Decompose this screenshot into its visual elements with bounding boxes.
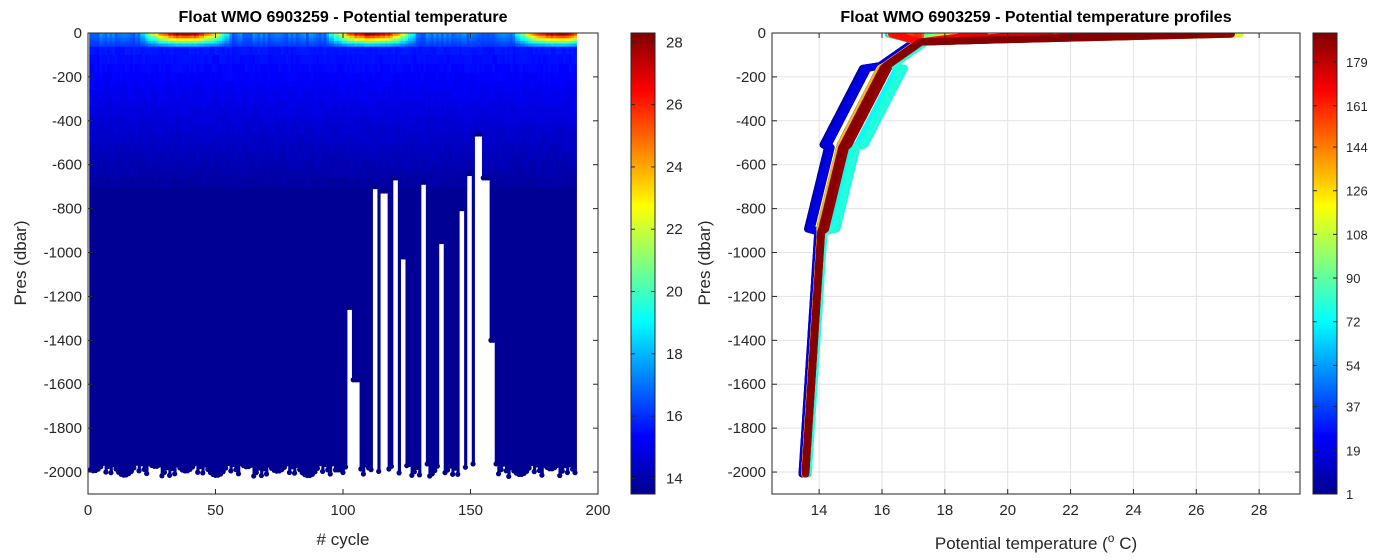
- left-y-tick-label: -1400: [44, 332, 82, 349]
- left-x-tick-label: 0: [84, 502, 92, 519]
- left-colorbar-tick-label: 14: [666, 470, 683, 487]
- left-panel: Float WMO 6903259 - Potential temperatur…: [11, 9, 683, 549]
- left-colorbar-tick-label: 26: [666, 97, 683, 114]
- left-y-tick-label: -400: [52, 113, 82, 130]
- right-x-tick-label: 28: [1251, 502, 1268, 519]
- right-y-tick-label: -1600: [728, 376, 766, 393]
- left-y-tick-label: -1200: [44, 288, 82, 305]
- right-y-tick-label: -1400: [728, 332, 766, 349]
- left-colorbar-ticks: 14 16 18 20 22 24 26 28: [631, 34, 683, 487]
- right-y-tick-label: -600: [736, 157, 766, 174]
- right-colorbar-tick-label: 1: [1346, 487, 1353, 502]
- left-y-tick-label: -800: [52, 201, 82, 218]
- right-y-tick-label: -1000: [728, 245, 766, 262]
- right-colorbar-tick-label: 144: [1346, 140, 1368, 155]
- left-chart-title: Float WMO 6903259 - Potential temperatur…: [179, 9, 508, 26]
- right-x-tick-label: 22: [1062, 502, 1079, 519]
- right-x-tick-label: 14: [811, 502, 828, 519]
- left-x-ticks: 0 50 100 150 200: [84, 33, 611, 519]
- left-colorbar-tick-label: 18: [666, 346, 683, 363]
- left-y-tick-label: -1000: [44, 245, 82, 262]
- left-y-tick-label: -2000: [44, 464, 82, 481]
- left-colorbar: [630, 32, 656, 495]
- left-x-tick-label: 100: [330, 502, 355, 519]
- right-axes-box: [771, 32, 1301, 495]
- right-x-tick-label: 18: [937, 502, 954, 519]
- right-colorbar-tick-label: 72: [1346, 315, 1360, 330]
- right-y-ticks: 0 -200 -400 -600 -800 -1000 -1200 -1400 -1600 -18…: [728, 25, 1300, 481]
- left-colorbar-tick-label: 28: [666, 34, 683, 51]
- right-colorbar: [1312, 32, 1338, 495]
- right-colorbar-tick-label: 54: [1346, 358, 1360, 373]
- left-y-tick-label: 0: [74, 25, 82, 42]
- right-x-tick-label: 26: [1188, 502, 1205, 519]
- right-y-tick-label: -200: [736, 69, 766, 86]
- right-colorbar-tick-label: 161: [1346, 99, 1368, 114]
- right-colorbar-tick-label: 126: [1346, 184, 1368, 199]
- right-x-tick-label: 24: [1125, 502, 1142, 519]
- left-y-tick-label: -200: [52, 69, 82, 86]
- right-colorbar-ticks: 1 19 37 54 72 90 108 126 144 161 179: [1313, 55, 1368, 502]
- right-x-axis-label: Potential temperature (o C): [935, 531, 1137, 553]
- right-y-axis-label: Pres (dbar): [695, 220, 714, 305]
- right-colorbar-tick-label: 90: [1346, 271, 1360, 286]
- left-x-tick-label: 200: [585, 502, 610, 519]
- right-profiles: [798, 33, 1244, 478]
- left-colorbar-tick-label: 22: [666, 221, 683, 238]
- right-x-ticks: 14 16 18 20 22 24 26 28: [811, 33, 1268, 519]
- right-x-tick-label: 20: [999, 502, 1016, 519]
- right-y-tick-label: -800: [736, 201, 766, 218]
- left-colorbar-tick-label: 20: [666, 284, 683, 301]
- left-y-axis-label: Pres (dbar): [11, 220, 30, 305]
- right-x-axis-label-end: C): [1114, 534, 1137, 553]
- right-y-tick-label: -1200: [728, 288, 766, 305]
- left-x-tick-label: 50: [207, 502, 224, 519]
- right-panel: Float WMO 6903259 - Potential temperatur…: [695, 9, 1368, 553]
- right-y-tick-label: -1800: [728, 420, 766, 437]
- left-x-tick-label: 150: [458, 502, 483, 519]
- left-y-tick-label: -1800: [44, 420, 82, 437]
- right-y-tick-label: 0: [758, 25, 766, 42]
- right-x-axis-label-main: Potential temperature (: [935, 534, 1108, 553]
- right-colorbar-tick-label: 108: [1346, 227, 1368, 242]
- left-y-tick-label: -600: [52, 157, 82, 174]
- right-x-tick-label: 16: [874, 502, 891, 519]
- right-colorbar-tick-label: 37: [1346, 400, 1360, 415]
- left-x-axis-label: # cycle: [317, 530, 370, 549]
- right-colorbar-tick-label: 19: [1346, 443, 1360, 458]
- right-chart-title: Float WMO 6903259 - Potential temperatur…: [840, 9, 1231, 26]
- right-colorbar-tick-label: 179: [1346, 55, 1368, 70]
- left-heatmap: [88, 33, 578, 480]
- right-y-tick-label: -2000: [728, 464, 766, 481]
- right-x-axis-label-sup: o: [1108, 531, 1115, 545]
- right-grid: [772, 32, 1300, 494]
- right-y-tick-label: -400: [736, 113, 766, 130]
- left-y-tick-label: -1600: [44, 376, 82, 393]
- left-colorbar-tick-label: 24: [666, 159, 683, 176]
- left-y-ticks: 0 -200 -400 -600 -800 -1000 -1200 -1400 -1600 -18…: [44, 25, 598, 481]
- left-colorbar-tick-label: 16: [666, 408, 683, 425]
